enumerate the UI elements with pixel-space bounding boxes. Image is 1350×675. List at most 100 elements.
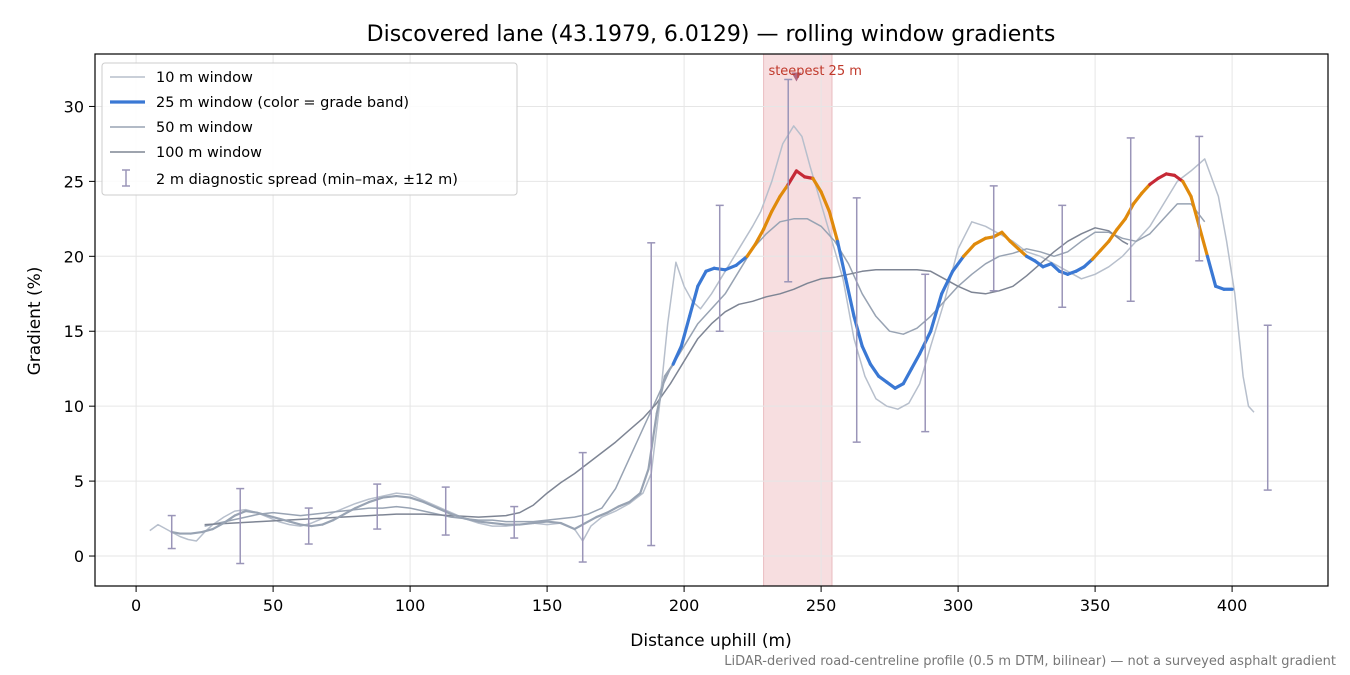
series-segment-25m (1123, 202, 1136, 221)
series-segment-25m (1000, 230, 1012, 243)
y-tick-label: 30 (64, 97, 84, 116)
series-segment-25m (170, 530, 182, 535)
series-segment-25m (1205, 254, 1218, 288)
series-segment-25m (436, 506, 453, 516)
footnote: LiDAR-derived road-centreline profile (0… (724, 654, 1336, 669)
series-segment-25m (1049, 262, 1062, 273)
legend-box (101, 62, 518, 196)
series-segment-25m (972, 236, 988, 246)
series-segment-25m (868, 362, 881, 378)
series-segment-25m (332, 512, 346, 522)
series-segment-25m (770, 194, 782, 213)
series-segment-25m (422, 500, 439, 510)
x-tick-label: 300 (943, 596, 974, 615)
series-segment-25m (266, 514, 280, 520)
chart-title: Discovered lane (43.1979, 6.0129) — roll… (367, 22, 1056, 47)
series-segment-25m (940, 269, 955, 296)
series-segment-25m (518, 521, 535, 526)
series-segment-25m (671, 344, 683, 366)
series-segment-25m (617, 500, 631, 508)
legend-label-25m: 25 m window (color = grade band) (156, 95, 409, 111)
legend: 10 m window 25 m window (color = grade b… (101, 62, 518, 196)
series-segment-25m (1197, 224, 1210, 258)
legend-swatch-spread (122, 169, 130, 187)
series-segment-25m (1008, 239, 1020, 251)
series-segment-25m (255, 511, 269, 517)
series-segment-25m (1189, 194, 1201, 228)
series-segment-25m (343, 506, 357, 516)
series-line-50m (204, 203, 1206, 527)
series-segment-25m (778, 182, 790, 198)
series-segment-25m (450, 512, 466, 520)
series-segment-25m (647, 412, 658, 471)
steepest-marker (791, 72, 802, 82)
series-segment-25m (628, 491, 642, 504)
y-tick-label: 25 (64, 172, 84, 191)
series-segment-25m (961, 242, 977, 258)
y-tick-label: 5 (74, 472, 84, 491)
errorbar-layer (167, 78, 1272, 565)
series-segment-25m (244, 509, 258, 514)
series-segment-25m (852, 314, 864, 348)
x-tick-label: 150 (532, 596, 563, 615)
series-segment-25m (811, 176, 823, 194)
x-tick-label: 50 (263, 596, 283, 615)
series-segment-25m (1131, 191, 1144, 206)
series-segment-25m (277, 517, 291, 523)
y-tick-label: 20 (64, 247, 84, 266)
series-segment-25m (573, 521, 587, 531)
series-segment-25m (532, 520, 549, 525)
series-segment-25m (299, 523, 313, 528)
series-segment-25m (877, 374, 889, 384)
x-tick-label: 200 (669, 596, 700, 615)
series-segment-25m (477, 520, 494, 525)
series-segment-25m (687, 284, 700, 318)
x-axis-label: Distance uphill (m) (630, 631, 791, 651)
series-segment-25m (606, 505, 620, 514)
series-segment-25m (753, 227, 766, 246)
series-segment-25m (901, 367, 914, 386)
series-segment-25m (1082, 257, 1094, 269)
x-tick-label: 250 (806, 596, 837, 615)
series-segment-25m (679, 314, 692, 348)
series-segment-25m (1148, 176, 1160, 186)
series-layer (149, 125, 1255, 542)
y-axis-label: Gradient (%) (25, 267, 45, 376)
y-tick-label: 10 (64, 397, 84, 416)
series-segment-25m (951, 254, 966, 273)
series-segment-25m (1098, 239, 1111, 252)
series-segment-25m (222, 514, 236, 525)
legend-label-spread: 2 m diagnostic spread (min–max, ±12 m) (156, 172, 458, 188)
series-segment-25m (734, 254, 749, 267)
series-segment-25m (745, 242, 757, 258)
series-segment-25m (794, 169, 807, 179)
series-segment-25m (463, 517, 480, 523)
legend-label-100m: 100 m window (156, 145, 262, 161)
series-segment-25m (559, 521, 576, 531)
legend-label-10m: 10 m window (156, 70, 253, 86)
series-segment-25m (929, 292, 944, 333)
series-segment-25m (595, 511, 609, 519)
legend-label-50m: 50 m window (156, 120, 253, 136)
series-segment-25m (655, 375, 667, 415)
series-segment-25m (200, 527, 214, 534)
series-segment-25m (827, 209, 840, 243)
series-segment-25m (835, 239, 848, 281)
series-segment-25m (761, 209, 774, 231)
series-segment-25m (310, 523, 324, 528)
series-segment-25m (1181, 179, 1193, 198)
series-segment-25m (189, 530, 203, 535)
series-segment-25m (696, 269, 708, 288)
series-segment-25m (909, 352, 922, 371)
series-segment-25m (395, 494, 412, 499)
series-segment-25m (860, 344, 873, 366)
series-line-100m (204, 227, 1129, 526)
x-tick-label: 0 (131, 596, 141, 615)
series-segment-25m (367, 496, 384, 504)
x-tick-label: 100 (395, 596, 426, 615)
y-tick-label: 15 (64, 322, 84, 341)
tick-layer: 0 50 100 150 200 250 300 350 400 0 5 10 15 20 25 30 (64, 97, 1248, 615)
series-segment-25m (819, 190, 831, 213)
series-segment-25m (786, 169, 799, 186)
series-segment-25m (381, 494, 398, 499)
